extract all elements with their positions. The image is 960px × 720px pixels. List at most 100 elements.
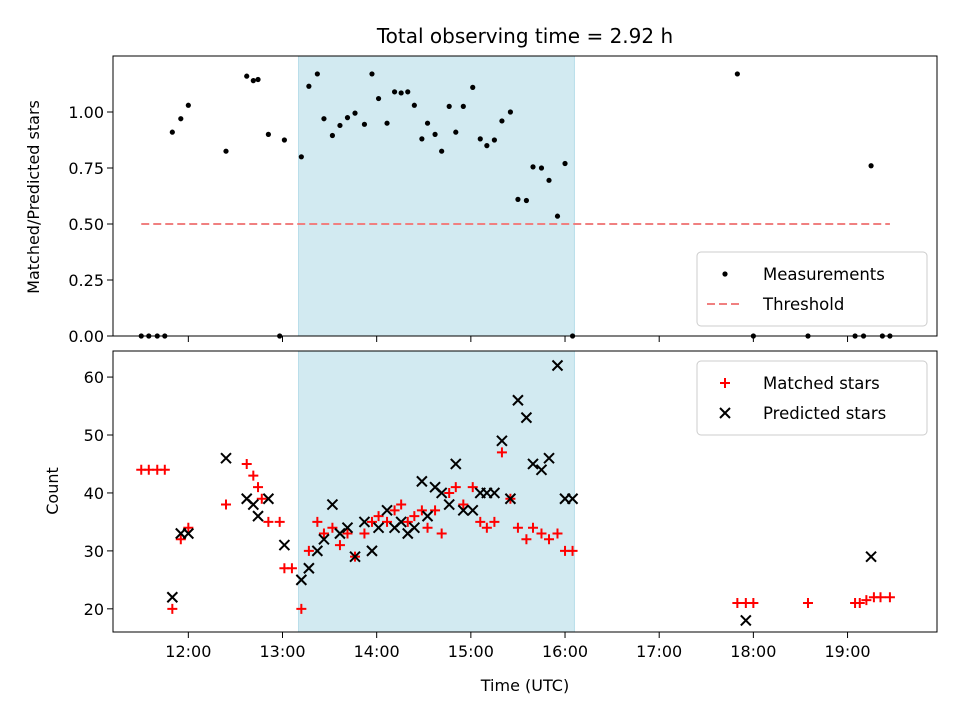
data-point xyxy=(491,137,497,143)
data-point xyxy=(369,71,375,77)
data-point xyxy=(169,129,175,135)
data-point xyxy=(453,129,459,135)
legend-label: Predicted stars xyxy=(763,404,886,423)
data-point xyxy=(352,110,358,116)
data-point xyxy=(521,534,532,545)
data-point xyxy=(489,516,500,527)
data-point xyxy=(460,103,466,109)
data-point xyxy=(349,550,361,563)
bottom-panel: 20 30 40 50 60 12:00 13:00 14:00 15:00 16:00 17:0… xyxy=(43,350,938,695)
data-point xyxy=(402,516,413,527)
x-tick-label: 14:00 xyxy=(354,642,400,661)
series-predicted-stars xyxy=(166,359,877,627)
data-point xyxy=(865,550,877,563)
observing-window-shade xyxy=(298,55,575,337)
data-point xyxy=(868,163,874,169)
data-point xyxy=(450,482,461,493)
data-point xyxy=(450,458,462,470)
data-point xyxy=(475,516,486,527)
data-point xyxy=(488,487,501,499)
data-point xyxy=(740,614,752,627)
data-point xyxy=(409,511,420,522)
data-point xyxy=(470,84,476,90)
data-point xyxy=(175,534,186,545)
data-point xyxy=(446,103,452,109)
data-point xyxy=(311,545,324,557)
y-tick-label: 0.25 xyxy=(68,271,104,290)
data-point xyxy=(552,528,563,539)
data-point xyxy=(554,213,561,219)
data-point xyxy=(566,493,579,505)
data-point xyxy=(496,435,508,447)
data-point xyxy=(341,522,354,534)
data-point xyxy=(381,504,393,517)
data-point xyxy=(544,534,555,545)
data-point xyxy=(262,493,275,505)
data-point xyxy=(458,499,469,510)
data-point xyxy=(295,574,308,586)
data-point xyxy=(274,516,285,527)
y-tick-label: 1.00 xyxy=(68,103,104,122)
data-point xyxy=(361,121,368,127)
data-point xyxy=(421,510,434,522)
data-point xyxy=(366,545,378,557)
data-point xyxy=(467,504,479,517)
data-point xyxy=(391,89,398,95)
data-point xyxy=(286,563,297,574)
data-point xyxy=(303,562,315,574)
bottom-panel-frame xyxy=(112,350,938,633)
data-point xyxy=(536,528,547,539)
y-tick-label: 40 xyxy=(84,484,104,503)
y-tick-label: 60 xyxy=(84,368,104,387)
data-point xyxy=(543,452,555,464)
x-tick-label: 17:00 xyxy=(636,642,682,661)
data-point xyxy=(439,148,445,154)
x-tick-label: 12:00 xyxy=(165,642,211,661)
data-point xyxy=(321,116,327,122)
data-point xyxy=(265,131,271,137)
top-panel-frame xyxy=(112,55,938,337)
data-point xyxy=(389,505,400,516)
y-tick-label: 0.50 xyxy=(68,215,104,234)
legend-label: Measurements xyxy=(763,265,885,284)
observing-window-shade xyxy=(298,350,575,633)
series-matched-stars xyxy=(136,447,895,614)
legend-label: Matched stars xyxy=(763,374,880,393)
data-point xyxy=(334,540,345,551)
data-point xyxy=(432,131,438,137)
data-point xyxy=(424,120,431,126)
data-point xyxy=(143,464,154,475)
top-panel-legend: Measurements Threshold xyxy=(696,251,928,327)
data-point xyxy=(256,493,267,504)
data-point xyxy=(416,505,427,516)
data-point xyxy=(732,598,743,609)
legend-swatch xyxy=(720,378,730,388)
data-point xyxy=(342,528,353,539)
data-point xyxy=(263,516,274,527)
data-point xyxy=(182,527,195,540)
data-point xyxy=(244,73,250,79)
data-point xyxy=(467,482,478,493)
data-point xyxy=(241,458,252,469)
bottom-panel-legend: Matched stars Predicted stars xyxy=(696,360,928,436)
data-point xyxy=(166,591,179,603)
data-point xyxy=(358,516,371,528)
data-point xyxy=(443,498,455,511)
data-point xyxy=(255,76,261,83)
data-point xyxy=(546,177,552,183)
data-point xyxy=(512,394,524,406)
data-point xyxy=(372,522,385,534)
data-point xyxy=(535,464,548,476)
y-tick-label: 30 xyxy=(84,542,104,561)
data-point xyxy=(366,516,377,527)
legend-box xyxy=(696,360,928,436)
data-point xyxy=(567,545,578,556)
data-point xyxy=(312,516,323,527)
data-point xyxy=(303,545,314,556)
data-point xyxy=(306,83,312,89)
data-point xyxy=(411,102,417,108)
data-point xyxy=(734,71,740,77)
data-point xyxy=(507,109,514,115)
data-point xyxy=(395,516,407,528)
data-point xyxy=(337,122,343,129)
